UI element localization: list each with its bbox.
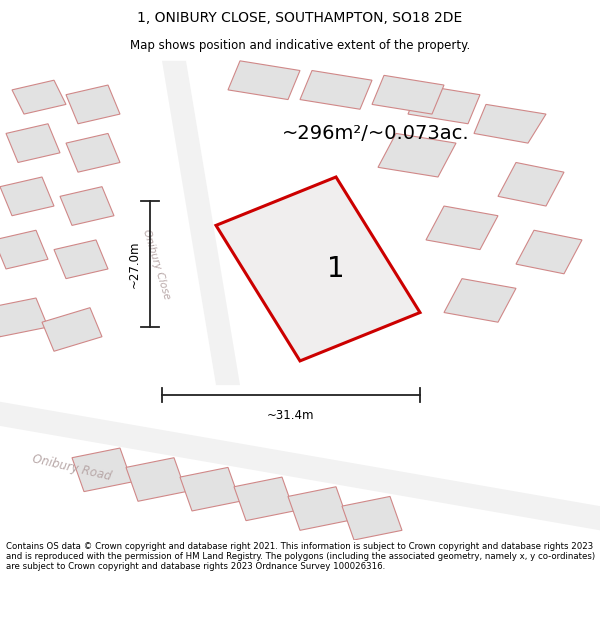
Polygon shape [0,399,600,531]
Polygon shape [426,206,498,249]
Polygon shape [474,104,546,143]
Polygon shape [126,458,186,501]
Polygon shape [12,80,66,114]
Text: Onibury Close: Onibury Close [140,228,172,301]
Text: Onibury Road: Onibury Road [31,452,113,483]
Polygon shape [234,477,294,521]
Polygon shape [60,187,114,226]
Polygon shape [288,487,348,531]
Polygon shape [372,76,444,114]
Polygon shape [516,230,582,274]
Polygon shape [66,134,120,172]
Polygon shape [162,61,240,385]
Polygon shape [444,279,516,322]
Text: Contains OS data © Crown copyright and database right 2021. This information is : Contains OS data © Crown copyright and d… [6,542,595,571]
Polygon shape [498,162,564,206]
Polygon shape [0,298,48,337]
Polygon shape [42,308,102,351]
Text: 1: 1 [327,255,345,283]
Text: ~296m²/~0.073ac.: ~296m²/~0.073ac. [282,124,470,143]
Polygon shape [0,230,48,269]
Polygon shape [378,134,456,177]
Text: Map shows position and indicative extent of the property.: Map shows position and indicative extent… [130,39,470,52]
Polygon shape [54,240,108,279]
Polygon shape [228,61,300,99]
Text: ~31.4m: ~31.4m [267,409,315,422]
Polygon shape [180,468,240,511]
Text: 1, ONIBURY CLOSE, SOUTHAMPTON, SO18 2DE: 1, ONIBURY CLOSE, SOUTHAMPTON, SO18 2DE [137,11,463,25]
Polygon shape [408,85,480,124]
Polygon shape [216,177,420,361]
Polygon shape [66,85,120,124]
Text: ~27.0m: ~27.0m [128,241,141,288]
Polygon shape [342,496,402,540]
Polygon shape [0,177,54,216]
Polygon shape [6,124,60,162]
Polygon shape [72,448,132,492]
Polygon shape [300,71,372,109]
